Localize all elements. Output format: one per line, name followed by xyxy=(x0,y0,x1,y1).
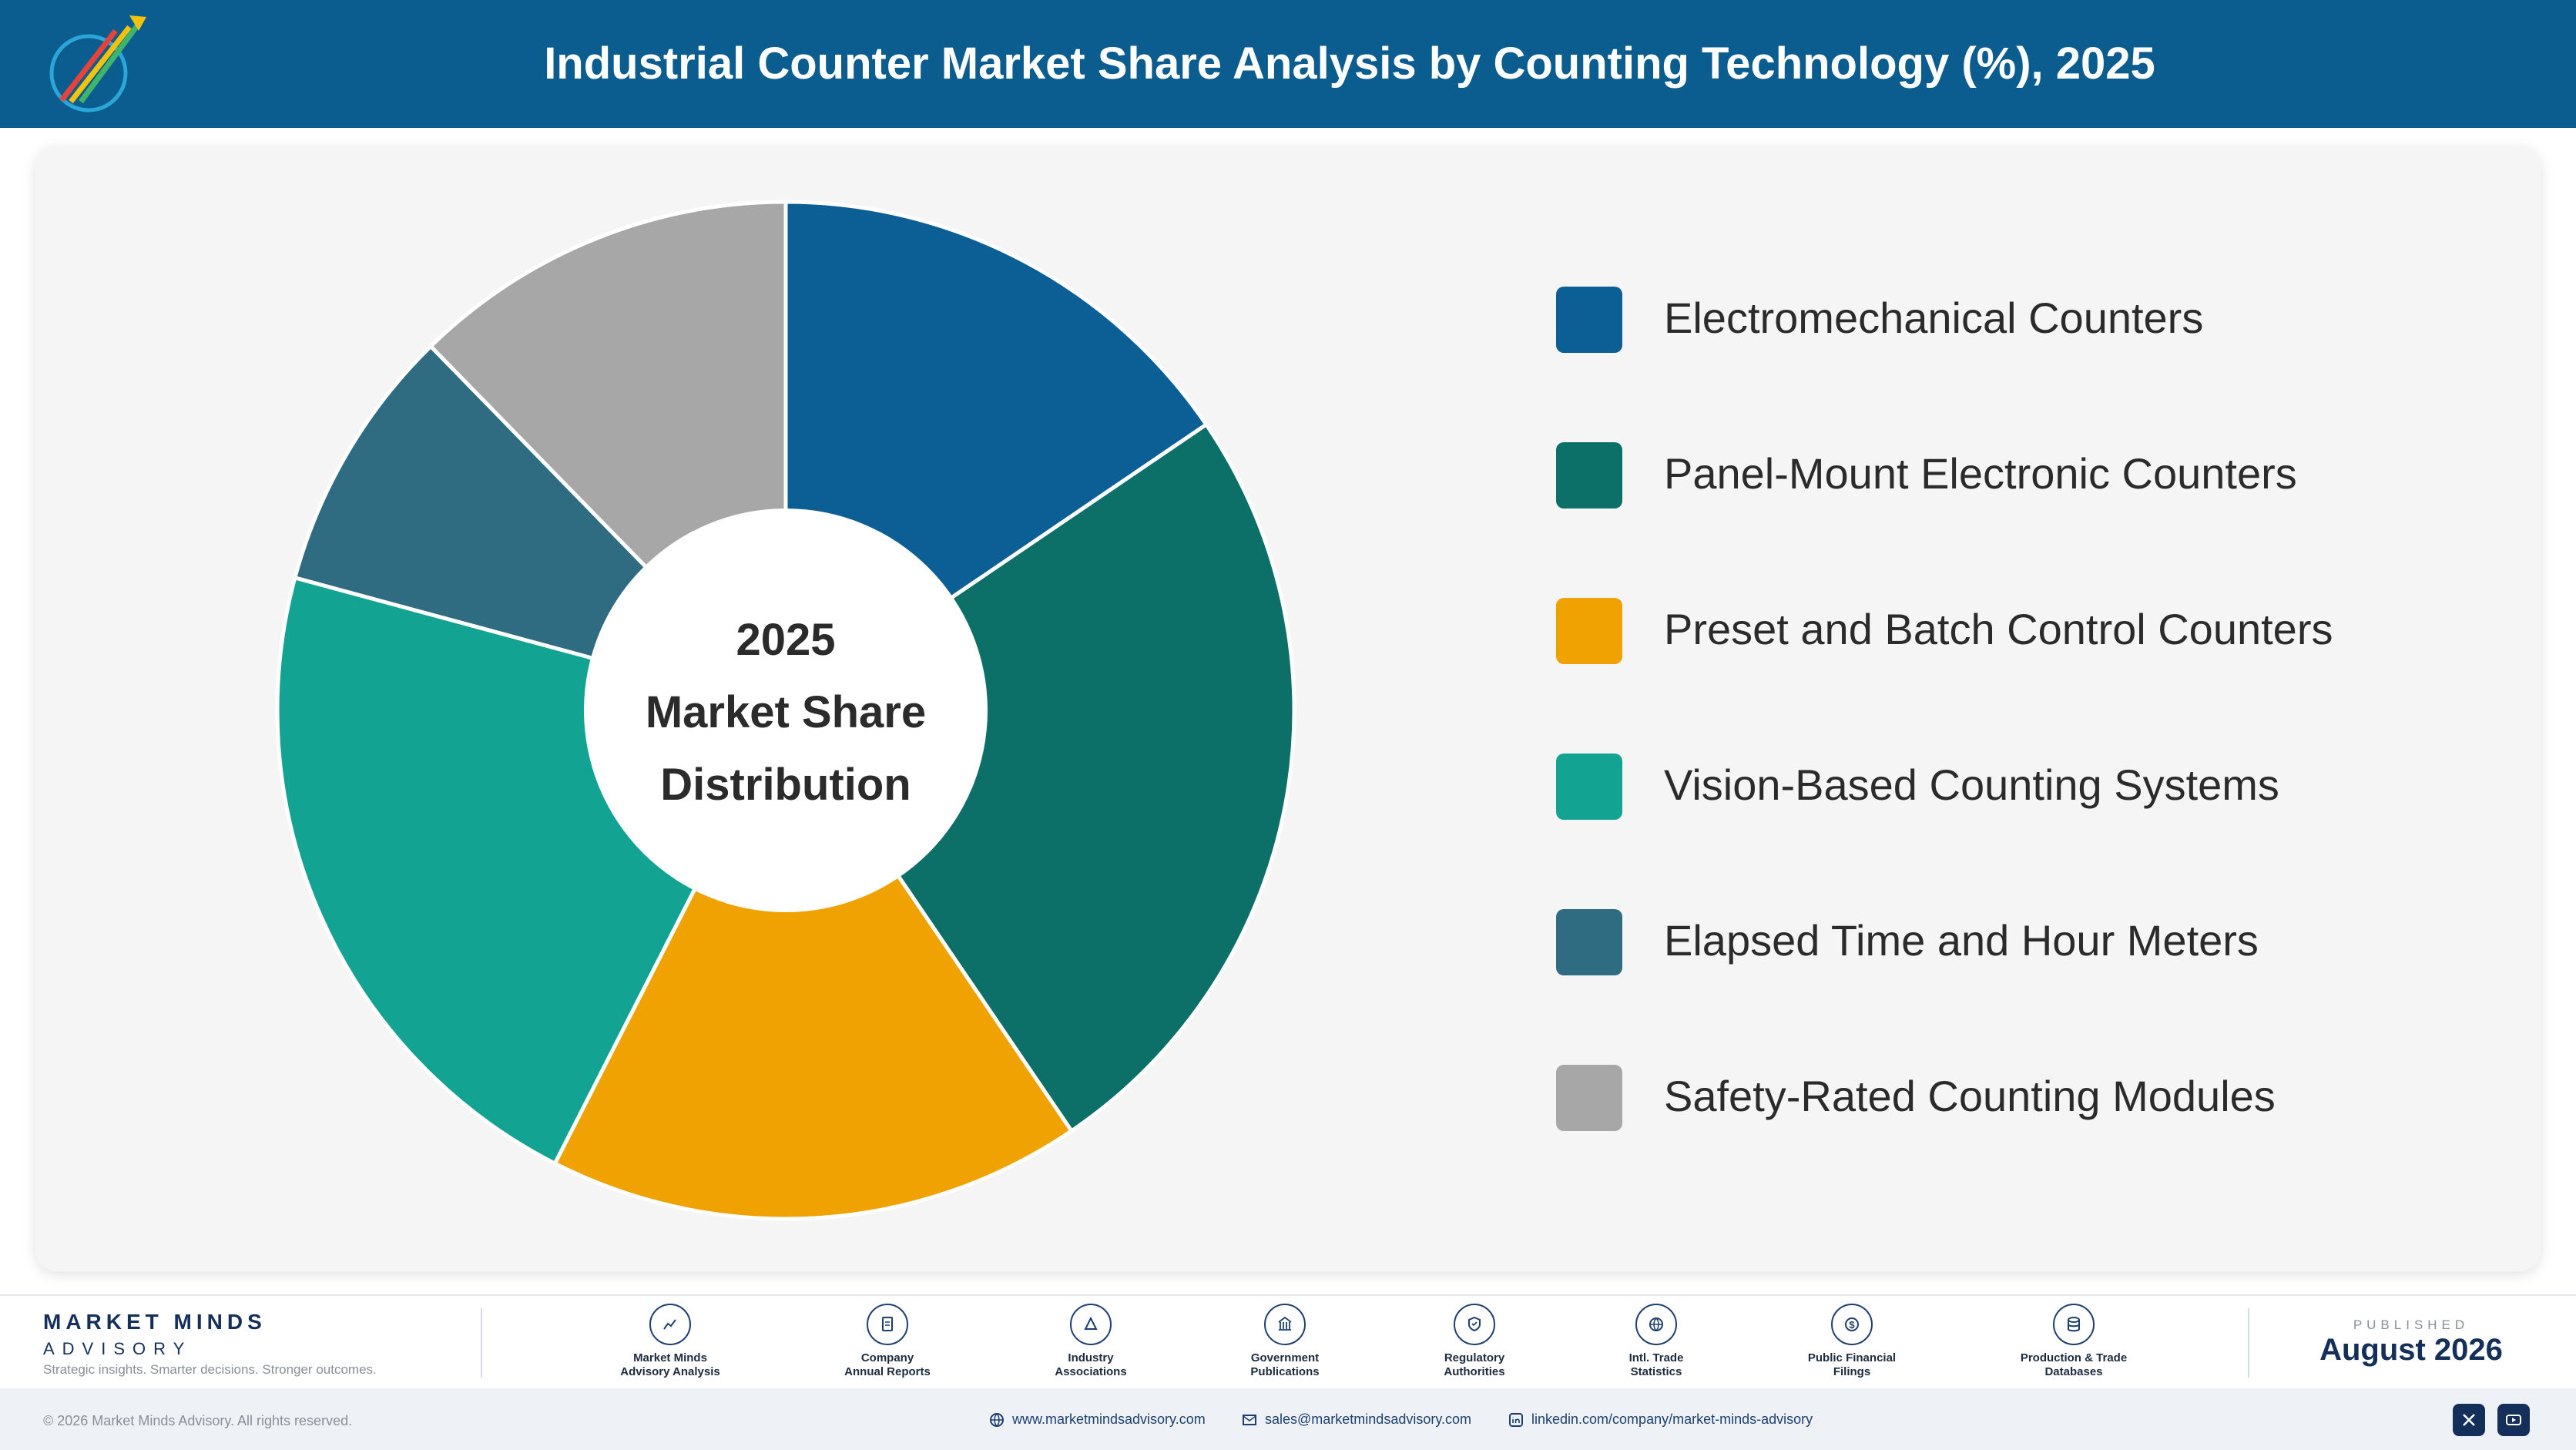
legend-swatch xyxy=(1556,287,1622,353)
bottom-bar xyxy=(0,1388,2576,1450)
linkedin-text: linkedin.com/company/market-minds-adviso… xyxy=(1531,1411,1813,1427)
source-label: Public Financial Filings xyxy=(1807,1351,1897,1378)
x-social-button[interactable] xyxy=(2453,1404,2485,1436)
building-icon xyxy=(1264,1304,1306,1345)
center-label-line: Distribution xyxy=(660,760,911,810)
pie-slice-3 xyxy=(552,707,1075,1221)
legend-swatch xyxy=(1556,754,1622,820)
source-item: Government Publications xyxy=(1200,1304,1370,1379)
source-label: Government Publications xyxy=(1250,1351,1320,1378)
center-label-line: 2025 xyxy=(736,615,835,665)
source-label: Regulatory Authorities xyxy=(1444,1351,1505,1378)
legend-label: Panel-Mount Electronic Counters xyxy=(1664,449,2297,498)
legend-label: Elapsed Time and Hour Meters xyxy=(1664,916,2259,965)
linkedin-icon xyxy=(1509,1412,1523,1427)
source-item: Company Annual Reports xyxy=(803,1304,972,1379)
legend-label: Vision-Based Counting Systems xyxy=(1664,760,2279,809)
svg-text:$: $ xyxy=(1849,1319,1855,1331)
youtube-social-button[interactable] xyxy=(2497,1404,2530,1436)
footer-divider xyxy=(2248,1308,2249,1378)
network-icon xyxy=(1070,1304,1112,1345)
source-item: Regulatory Authorities xyxy=(1390,1304,1559,1379)
company-logo-icon xyxy=(49,15,146,112)
center-label-line: Market Share xyxy=(646,687,926,737)
legend-label: Preset and Batch Control Counters xyxy=(1664,605,2333,653)
website-text: www.marketmindsadvisory.com xyxy=(1012,1411,1206,1427)
source-item: Production & Trade Databases xyxy=(1989,1304,2158,1379)
email-link[interactable]: sales@marketmindsadvisory.com xyxy=(1242,1411,1471,1428)
copyright-text: © 2026 Market Minds Advisory. All rights… xyxy=(43,1413,353,1428)
shield-icon xyxy=(1454,1304,1495,1345)
source-item: Market Minds Advisory Analysis xyxy=(585,1304,755,1379)
legend-swatch xyxy=(1556,442,1622,509)
pie-slice-2 xyxy=(783,421,1296,1134)
source-item: Industry Associations xyxy=(1006,1304,1176,1379)
brand-subtitle: ADVISORY xyxy=(43,1339,193,1358)
globe-icon xyxy=(990,1412,1004,1427)
donut-hole xyxy=(584,509,988,912)
youtube-icon xyxy=(2506,1415,2521,1425)
legend-label: Safety-Rated Counting Modules xyxy=(1664,1072,2276,1120)
footer-divider xyxy=(481,1308,482,1378)
email-text: sales@marketmindsadvisory.com xyxy=(1265,1411,1472,1427)
legend-swatch xyxy=(1556,1065,1622,1131)
pie-chart: 2025 Market Share Distribution xyxy=(275,200,1296,1221)
globe-icon xyxy=(1635,1304,1677,1345)
database-icon xyxy=(2053,1304,2095,1345)
published-date: August 2026 xyxy=(2319,1333,2503,1367)
brand-tagline: Strategic insights. Smarter decisions. S… xyxy=(43,1362,377,1377)
legend-swatch xyxy=(1556,598,1622,664)
legend-swatch xyxy=(1556,909,1622,975)
dollar-icon: $ xyxy=(1831,1304,1873,1345)
legend-label: Electromechanical Counters xyxy=(1664,294,2204,342)
source-label: Company Annual Reports xyxy=(844,1351,931,1378)
chart-title: Industrial Counter Market Share Analysis… xyxy=(544,39,2155,89)
source-item: $ Public Financial Filings xyxy=(1767,1304,1937,1379)
document-icon xyxy=(867,1304,908,1345)
source-label: Intl. Trade Statistics xyxy=(1628,1351,1684,1378)
chart-panel: 2025 Market Share Distribution xyxy=(35,146,2541,1271)
source-label: Market Minds Advisory Analysis xyxy=(620,1351,720,1378)
linkedin-link[interactable]: linkedin.com/company/market-minds-adviso… xyxy=(1508,1411,1813,1428)
source-label: Production & Trade Databases xyxy=(2020,1351,2128,1378)
x-logo-icon xyxy=(2463,1414,2475,1426)
brand-name: MARKET MINDS xyxy=(43,1310,267,1334)
header-bar xyxy=(0,0,2576,128)
published-label: PUBLISHED xyxy=(2353,1317,2470,1332)
mail-icon xyxy=(1243,1414,1256,1425)
chart-line-icon xyxy=(649,1304,691,1345)
website-link[interactable]: www.marketmindsadvisory.com xyxy=(989,1411,1206,1428)
source-label: Industry Associations xyxy=(1055,1351,1127,1378)
source-item: Intl. Trade Statistics xyxy=(1571,1304,1741,1379)
